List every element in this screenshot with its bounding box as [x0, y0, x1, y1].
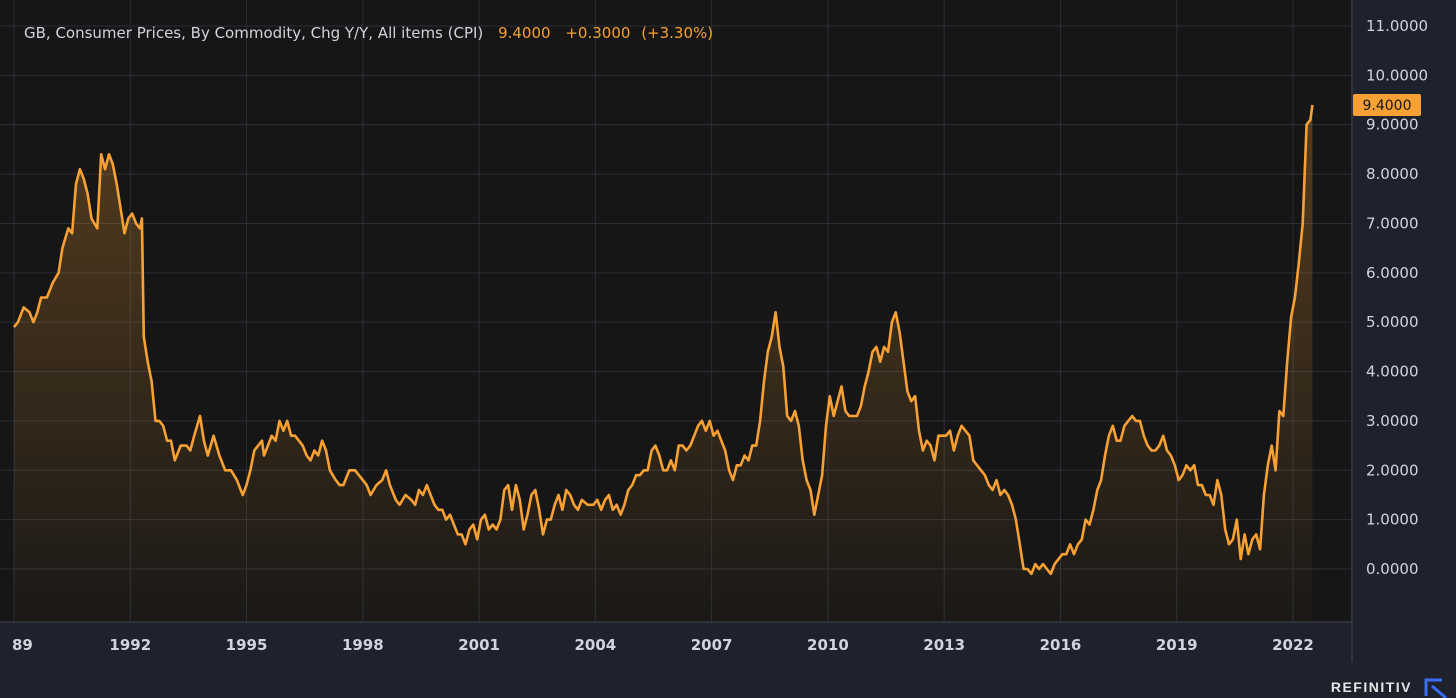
y-tick-label: 1.0000: [1366, 511, 1419, 529]
x-axis[interactable]: 89 1992 1995 1998 2001 2004 2007 2010 2013 2016 20…: [12, 636, 1314, 654]
legend-change: +0.3000: [565, 24, 631, 42]
y-tick-label: 3.0000: [1366, 412, 1419, 430]
series-area: [14, 105, 1313, 622]
y-axis[interactable]: 0.0000 1.0000 2.0000 3.0000 4.0000 5.0000 6.00…: [1366, 17, 1428, 578]
last-price-marker: 9.4000: [1353, 94, 1421, 116]
x-tick-label: 2022: [1272, 636, 1314, 654]
y-tick-label: 10.0000: [1366, 66, 1428, 84]
legend-title: GB, Consumer Prices, By Commodity, Chg Y…: [24, 24, 484, 42]
refinitiv-logo-icon: [1424, 678, 1447, 698]
x-tick-label: 2001: [458, 636, 500, 654]
x-tick-label: 1995: [226, 636, 268, 654]
x-tick-label: 89: [12, 636, 33, 654]
y-tick-label: 0.0000: [1366, 560, 1419, 578]
x-tick-label: 2019: [1156, 636, 1198, 654]
x-tick-label: 1992: [109, 636, 151, 654]
area-layer: [14, 105, 1313, 622]
x-tick-label: 2004: [574, 636, 616, 654]
x-tick-label: 1998: [342, 636, 384, 654]
x-tick-label: 2007: [691, 636, 733, 654]
y-tick-label: 7.0000: [1366, 214, 1419, 232]
last-price-box: [1353, 94, 1421, 116]
brand-logo-text: REFINITIV: [1330, 679, 1412, 695]
legend-last-value: 9.4000: [498, 24, 551, 42]
y-tick-label: 8.0000: [1366, 165, 1419, 183]
series-line[interactable]: [12, 104, 1314, 576]
y-tick-label: 5.0000: [1366, 313, 1419, 331]
x-tick-label: 2013: [923, 636, 965, 654]
series-legend: GB, Consumer Prices, By Commodity, Chg Y…: [24, 24, 713, 42]
legend-change-pct: (+3.30%): [641, 24, 714, 42]
y-tick-label: 11.0000: [1366, 17, 1428, 35]
last-price-text: 9.4000: [1363, 98, 1412, 114]
x-tick-label: 2010: [807, 636, 849, 654]
x-tick-label: 2016: [1040, 636, 1082, 654]
y-tick-label: 9.0000: [1366, 116, 1419, 134]
line-layer: [12, 104, 1314, 576]
y-tick-label: 4.0000: [1366, 363, 1419, 381]
y-tick-label: 6.0000: [1366, 264, 1419, 282]
y-tick-label: 2.0000: [1366, 461, 1419, 479]
